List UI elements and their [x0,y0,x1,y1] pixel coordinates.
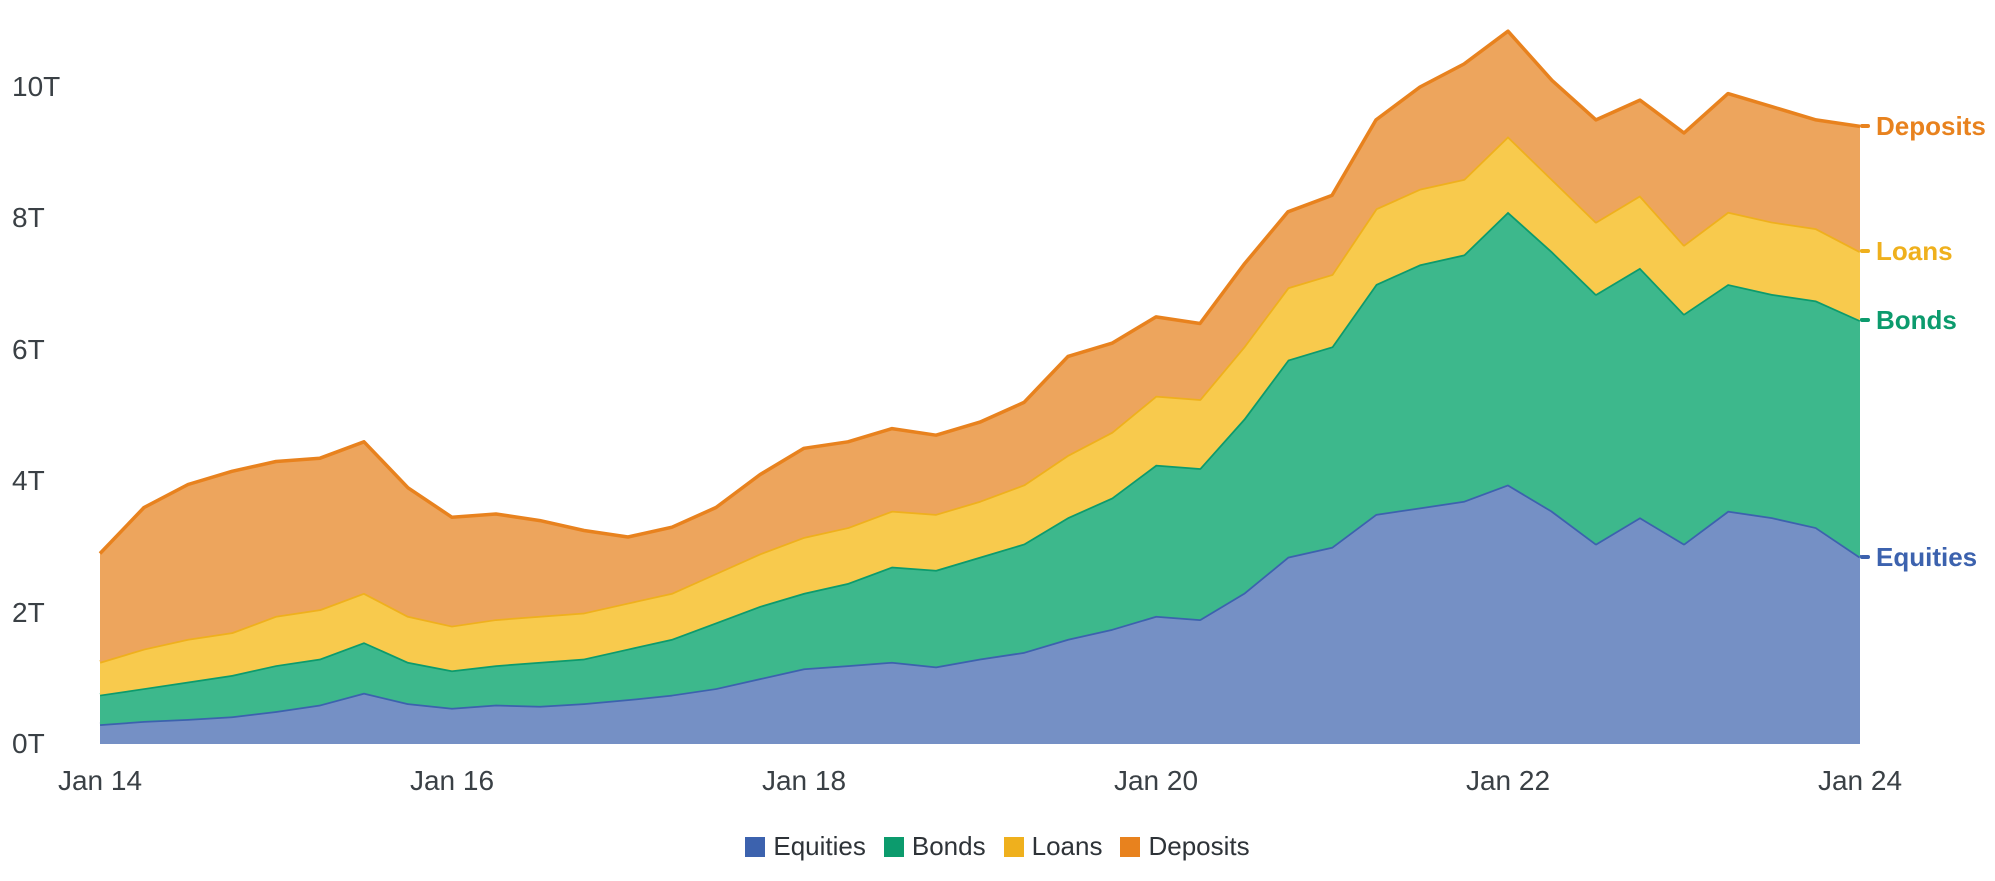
legend-label: Loans [1031,831,1103,861]
y-tick-label: 4T [12,465,45,497]
area-loans [100,136,1860,695]
y-tick-label: 2T [12,596,45,628]
series-end-label-text: Loans [1876,236,1953,267]
series-end-label-loans: Loans [1860,234,1953,268]
legend: Equities Bonds Loans Deposits [0,831,1995,862]
x-tick-label: Jan 14 [57,765,143,796]
y-tick-label: 10T [12,71,61,102]
legend-label: Bonds [911,831,986,861]
legend-item-equities[interactable]: Equities [745,831,866,862]
y-tick-label: 8T [12,202,45,234]
x-tick-label: Jan 22 [1465,765,1551,796]
legend-swatch-loans [1003,836,1024,857]
tick-mark [1860,554,1870,559]
legend-item-deposits[interactable]: Deposits [1120,831,1250,862]
legend-swatch-bonds [883,836,904,857]
legend-item-loans[interactable]: Loans [1003,831,1103,862]
series-end-label-equities: Equities [1860,540,1977,574]
top-line-deposits [98,29,1861,555]
series-end-label-text: Bonds [1876,305,1957,336]
legend-swatch-equities [745,836,766,857]
series-end-label-text: Deposits [1876,111,1986,142]
x-tick-label: Jan 24 [1817,765,1903,796]
x-tick-label: Jan 20 [1113,765,1199,796]
legend-label: Equities [773,831,866,861]
series-end-label-text: Equities [1876,541,1978,572]
legend-label: Deposits [1148,831,1250,861]
y-tick-label: 0T [12,728,45,759]
series-end-label-bonds: Bonds [1860,303,1957,337]
y-tick-label: 6T [12,333,45,365]
x-tick-label: Jan 18 [761,765,847,796]
series-end-label-deposits: Deposits [1860,109,1986,143]
tick-mark [1860,249,1870,254]
legend-item-bonds[interactable]: Bonds [883,831,986,862]
x-tick-label: Jan 16 [409,765,495,796]
tick-mark [1860,124,1870,129]
area-deposits [100,31,1860,662]
area-equities [100,484,1860,744]
tick-mark [1860,318,1870,323]
area-bonds [100,211,1860,725]
legend-swatch-deposits [1120,836,1141,857]
